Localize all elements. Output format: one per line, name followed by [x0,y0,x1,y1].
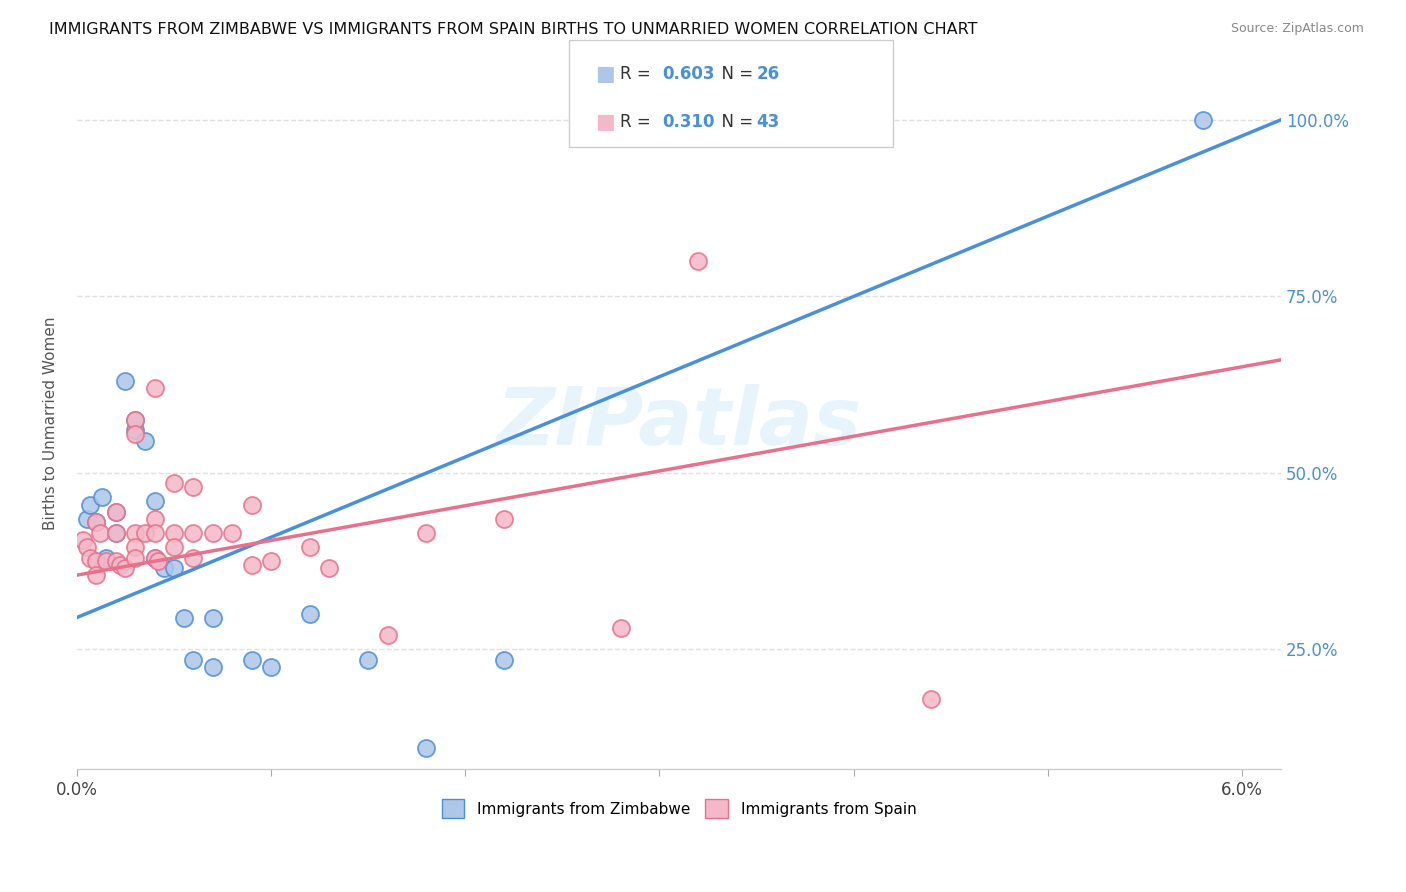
Point [260,660,283,674]
Text: N =: N = [711,113,759,131]
Point [84,515,107,529]
Point [143,494,166,508]
Point [609,621,631,635]
Point [1192,112,1215,127]
Y-axis label: Births to Unmarried Women: Births to Unmarried Women [44,317,58,530]
Point [920,691,942,706]
Text: ■: ■ [595,112,614,132]
Point [183,550,205,565]
Text: R =: R = [620,65,657,83]
Point [104,505,127,519]
Point [201,660,224,674]
Point [76,511,98,525]
Point [143,550,166,565]
Text: Source: ZipAtlas.com: Source: ZipAtlas.com [1230,22,1364,36]
Text: ■: ■ [595,64,614,84]
Point [84,554,107,568]
Point [377,628,399,642]
Point [221,525,243,540]
Point [240,498,263,512]
Point [124,413,146,427]
Point [89,525,111,540]
Text: 0.310: 0.310 [662,113,714,131]
Point [318,561,340,575]
Text: 43: 43 [756,113,780,131]
Point [124,540,146,554]
Point [84,515,107,529]
Text: 26: 26 [756,65,779,83]
Point [134,434,156,448]
Point [163,561,186,575]
Legend: Immigrants from Zimbabwe, Immigrants from Spain: Immigrants from Zimbabwe, Immigrants fro… [436,793,922,824]
Point [201,610,224,624]
Point [240,653,263,667]
Point [494,653,516,667]
Point [143,381,166,395]
Point [84,568,107,582]
Point [143,525,166,540]
Point [124,424,146,438]
Point [415,525,437,540]
Point [298,540,321,554]
Point [163,540,186,554]
Point [94,554,117,568]
Point [357,653,380,667]
Point [79,550,101,565]
Point [183,653,205,667]
Point [143,550,166,565]
Point [114,374,136,388]
Point [494,511,516,525]
Point [163,476,186,491]
Text: 0.603: 0.603 [662,65,714,83]
Point [163,525,186,540]
Point [173,610,195,624]
Point [143,511,166,525]
Point [104,525,127,540]
Point [76,540,98,554]
Text: ZIPatlas: ZIPatlas [496,384,862,462]
Point [79,498,101,512]
Text: R =: R = [620,113,657,131]
Point [688,254,710,268]
Point [134,525,156,540]
Point [72,533,94,547]
Point [148,554,170,568]
Point [94,550,117,565]
Point [260,554,283,568]
Point [153,561,176,575]
Text: IMMIGRANTS FROM ZIMBABWE VS IMMIGRANTS FROM SPAIN BIRTHS TO UNMARRIED WOMEN CORR: IMMIGRANTS FROM ZIMBABWE VS IMMIGRANTS F… [49,22,977,37]
Point [124,525,146,540]
Point [183,525,205,540]
Point [124,413,146,427]
Point [104,554,127,568]
Point [240,558,263,572]
Point [108,558,131,572]
Point [201,525,224,540]
Text: N =: N = [711,65,759,83]
Point [114,561,136,575]
Point [91,491,114,505]
Point [104,505,127,519]
Point [104,525,127,540]
Point [415,741,437,756]
Point [124,427,146,442]
Point [124,550,146,565]
Point [298,607,321,621]
Point [183,480,205,494]
